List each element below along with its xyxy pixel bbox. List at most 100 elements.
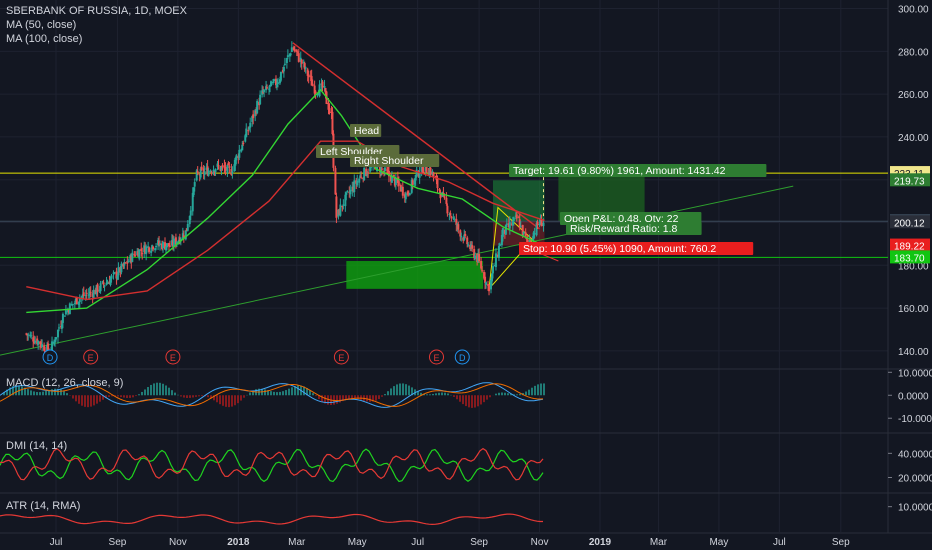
candle-body: [490, 273, 493, 282]
candle-body: [313, 85, 316, 94]
candle-body: [359, 175, 362, 178]
candle-body: [55, 337, 57, 340]
macd-histogram-bar: [120, 395, 122, 398]
macd-histogram-bar: [48, 390, 50, 396]
macd-histogram-bar: [33, 391, 35, 396]
indicator-panes: 10.0000 0.0000 -10.0000 40.0000 20.0000 10.00…: [0, 368, 932, 526]
macd-histogram-bar: [435, 393, 437, 396]
candle-body: [56, 329, 59, 338]
macd-histogram-bar: [60, 389, 62, 396]
macd-histogram-bar: [513, 394, 515, 396]
candle-body: [442, 192, 445, 195]
candle-body: [252, 114, 255, 119]
candle-body: [497, 246, 500, 258]
pane-y-tick-label: 20.0000: [898, 474, 932, 485]
candle-body: [471, 245, 474, 249]
macd-title[interactable]: MACD (12, 26, close, 9): [6, 377, 124, 389]
candle-body: [214, 168, 217, 173]
macd-histogram-bar: [438, 392, 440, 396]
macd-histogram-bar: [231, 395, 233, 407]
macd-histogram-bar: [312, 393, 314, 396]
macd-histogram-bar: [207, 395, 209, 398]
macd-histogram-bar: [186, 395, 188, 399]
ma100-legend[interactable]: MA (100, close): [6, 33, 83, 45]
candle-body: [77, 301, 80, 305]
candle-body: [425, 165, 428, 173]
candle-body: [75, 297, 78, 305]
y-tick-label: 280.00: [898, 47, 929, 58]
candle-body: [345, 192, 348, 195]
candle-body: [163, 242, 166, 250]
candle-body: [34, 340, 37, 343]
candle-body: [78, 297, 81, 303]
candle-body: [466, 237, 469, 245]
x-tick-label: Nov: [531, 537, 549, 548]
macd-histogram-bar: [501, 392, 503, 396]
macd-histogram-bar: [144, 389, 146, 396]
macd-histogram-bar: [30, 390, 32, 396]
macd-histogram-bar: [336, 395, 338, 404]
macd-histogram-bar: [162, 383, 164, 396]
macd-histogram-bar: [288, 388, 290, 396]
candle-body: [314, 91, 317, 94]
macd-histogram-bar: [531, 387, 533, 396]
candle-body: [386, 170, 389, 172]
candle-body: [148, 247, 151, 252]
candle-body: [504, 224, 507, 235]
macd-histogram-bar: [441, 392, 443, 396]
candle-body: [392, 174, 395, 177]
candle-body: [540, 219, 543, 227]
macd-histogram-bar: [366, 395, 368, 402]
macd-histogram-bar: [249, 392, 251, 396]
candle-body: [199, 168, 202, 178]
candle-body: [233, 164, 236, 172]
candle-body: [60, 324, 63, 329]
candle-body: [101, 281, 104, 283]
dmi-title[interactable]: DMI (14, 14): [6, 440, 68, 452]
macd-histogram-bar: [126, 395, 128, 398]
candle-body: [394, 177, 397, 185]
candle-body: [463, 234, 466, 240]
risk-reward-label: Risk/Reward Ratio: 1.8: [570, 223, 678, 235]
event-label: D: [47, 353, 54, 363]
candle-body: [436, 177, 439, 189]
candle-body: [349, 189, 352, 195]
ma50-legend[interactable]: MA (50, close): [6, 19, 77, 31]
symbol-title[interactable]: SBERBANK OF RUSSIA, 1D, MOEX: [6, 5, 187, 17]
risk-reward-label-bg: [566, 222, 702, 235]
macd-histogram-bar: [477, 395, 479, 407]
macd-histogram-bar: [339, 395, 341, 403]
macd-histogram-bar: [429, 394, 431, 396]
candle-body: [490, 279, 493, 290]
macd-histogram-bar: [306, 388, 308, 396]
macd-histogram-bar: [174, 392, 176, 396]
macd-histogram-bar: [72, 395, 74, 399]
dividend-marker: [454, 349, 470, 365]
macd-histogram-bar: [507, 393, 509, 396]
macd-histogram-bar: [279, 391, 281, 396]
price-tag-label: 183.70: [894, 253, 925, 264]
macd-histogram-bar: [378, 395, 380, 399]
atr-title[interactable]: ATR (14, RMA): [6, 500, 81, 512]
macd-histogram-bar: [321, 395, 323, 402]
macd-histogram-bar: [498, 392, 500, 396]
macd-histogram-bar: [420, 392, 422, 396]
candle-body: [191, 192, 194, 212]
candle-body: [53, 341, 56, 344]
macd-histogram-bar: [129, 395, 131, 398]
candle-body: [288, 53, 291, 57]
candle-body: [410, 179, 413, 193]
macd-histogram-bar: [45, 390, 47, 396]
candle-body: [80, 296, 83, 299]
candle-body: [193, 182, 196, 187]
candle-body: [519, 226, 522, 228]
macd-histogram-bar: [516, 394, 518, 396]
candle-body: [71, 304, 74, 306]
candle-body: [438, 188, 441, 191]
support-zone: [346, 261, 484, 289]
macd-histogram-bar: [150, 384, 152, 396]
macd-histogram-bar: [117, 395, 119, 397]
macd-histogram-bar: [240, 395, 242, 401]
candle-body: [266, 87, 269, 89]
